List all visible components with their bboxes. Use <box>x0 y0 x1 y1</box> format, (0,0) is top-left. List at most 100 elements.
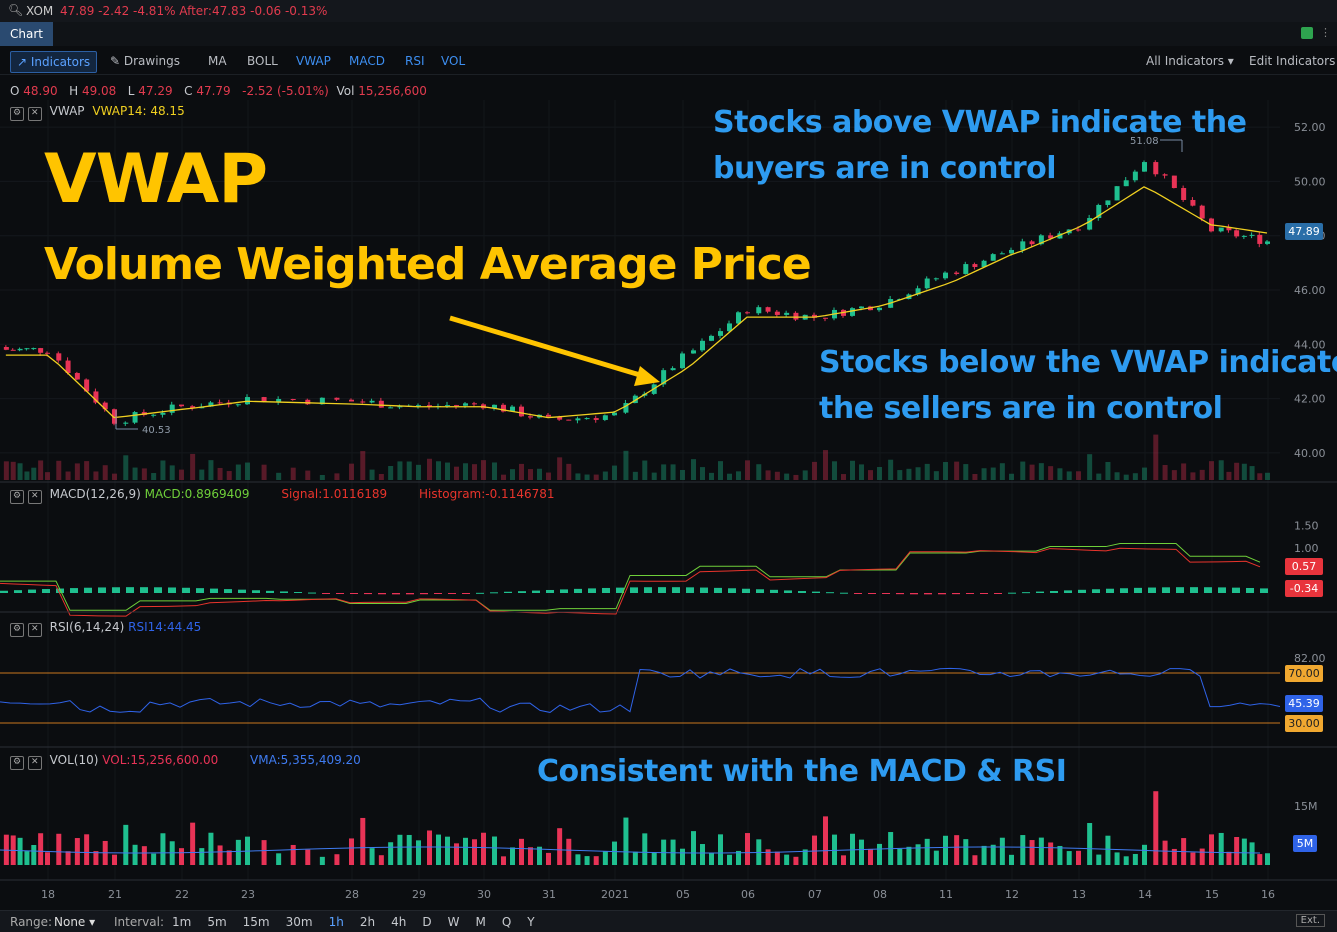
volume-bar <box>999 837 1005 865</box>
interval-d[interactable]: D <box>422 915 432 929</box>
volume-bar <box>1038 837 1044 865</box>
candle <box>823 317 828 319</box>
settings-icon[interactable]: ⚙ <box>10 490 24 504</box>
candle <box>1218 227 1224 232</box>
volume-bar <box>1105 835 1111 865</box>
volume-bar <box>868 848 873 865</box>
all-indicators-dropdown[interactable]: All Indicators ▾ <box>1146 54 1234 68</box>
settings-icon[interactable]: ⚙ <box>10 623 24 637</box>
drawings-label: Drawings <box>123 54 181 68</box>
settings-icon[interactable]: ⚙ <box>10 756 24 770</box>
candle <box>1096 204 1102 219</box>
toolbar-ma[interactable]: MA <box>208 54 227 68</box>
macd-histogram-bar <box>1218 587 1226 593</box>
candle <box>784 312 790 315</box>
price-volume-bar <box>774 471 780 480</box>
price-volume-bar <box>1020 461 1026 480</box>
macd-histogram-bar <box>994 593 1002 594</box>
price-volume-bar <box>812 461 817 480</box>
macd-histogram-bar <box>70 588 78 593</box>
annotation-below: Stocks below the VWAP indicate the selle… <box>819 340 1337 432</box>
price-volume-bar <box>736 471 741 480</box>
close-icon[interactable]: ✕ <box>27 107 42 121</box>
toolbar-rsi[interactable]: RSI <box>405 54 425 68</box>
interval-y[interactable]: Y <box>527 915 535 929</box>
high-label: H <box>69 84 79 98</box>
annotation-above: Stocks above VWAP indicate the buyers ar… <box>713 100 1247 192</box>
macd-histogram-bar <box>924 593 932 595</box>
macd-histogram-bar <box>56 588 64 593</box>
volume-bar <box>841 855 846 865</box>
interval-m[interactable]: M <box>475 915 486 929</box>
candle <box>1153 162 1159 175</box>
volume-bar <box>1265 853 1270 865</box>
price-volume-bar <box>179 469 184 480</box>
volume-bar <box>276 853 282 865</box>
window-menu-icon[interactable]: ⋮ <box>1320 26 1331 39</box>
volume-bar <box>454 843 459 865</box>
interval-15m[interactable]: 15m <box>242 915 270 929</box>
interval-5m[interactable]: 5m <box>207 915 227 929</box>
close-icon[interactable]: ✕ <box>27 490 42 504</box>
price-volume-bar <box>160 460 166 480</box>
drawings-button[interactable]: ✎ Drawings <box>110 54 181 68</box>
toolbar-vol[interactable]: VOL <box>441 54 466 68</box>
ext-button[interactable]: Ext. <box>1295 914 1325 927</box>
price-volume-bar <box>1209 461 1214 480</box>
search-icon[interactable]: 🔍︎ <box>8 3 24 17</box>
candle <box>557 416 563 420</box>
volume-bar <box>1114 852 1120 865</box>
range-dropdown[interactable]: None ▾ <box>54 915 96 929</box>
x-tick-label: 11 <box>939 888 953 901</box>
volume-bar <box>427 830 432 865</box>
interval-1h[interactable]: 1h <box>328 915 344 929</box>
vwap-label: VWAP <box>49 104 85 118</box>
candle <box>334 397 340 400</box>
interval-2h[interactable]: 2h <box>359 915 376 929</box>
volume-bar <box>38 833 44 865</box>
volume-bar <box>463 837 468 865</box>
volume-bar <box>924 838 930 865</box>
tab-chart[interactable]: Chart <box>0 22 53 46</box>
price-volume-bar <box>933 471 939 480</box>
macd-histogram-bar <box>112 587 120 593</box>
volume-bar <box>528 847 533 865</box>
interval-4h[interactable]: 4h <box>391 915 407 929</box>
close-icon[interactable]: ✕ <box>27 756 42 770</box>
interval-q[interactable]: Q <box>501 915 512 929</box>
price-volume-bar <box>1162 465 1168 480</box>
price-volume-bar <box>593 474 599 480</box>
volume-bar <box>235 839 241 865</box>
macd-histogram-bar <box>966 593 974 594</box>
interval-30m[interactable]: 30m <box>285 915 313 929</box>
macd-histogram-bar <box>168 587 176 593</box>
candle <box>718 331 723 336</box>
vma-value: VMA:5,355,409.20 <box>250 753 361 767</box>
indicators-button[interactable]: ↗ Indicators <box>10 51 98 73</box>
toolbar-macd[interactable]: MACD <box>349 54 385 68</box>
settings-icon[interactable]: ⚙ <box>10 107 24 121</box>
price-volume-bar <box>319 474 325 480</box>
interval-1m[interactable]: 1m <box>172 915 192 929</box>
macd-histogram-bar <box>1232 587 1240 593</box>
interval-w[interactable]: W <box>447 915 460 929</box>
price-volume-bar <box>850 460 855 480</box>
candle <box>519 406 524 417</box>
link-icon[interactable] <box>1301 27 1313 39</box>
toolbar-boll[interactable]: BOLL <box>247 54 278 68</box>
price-volume-bar <box>141 468 147 480</box>
edit-indicators-button[interactable]: Edit Indicators <box>1249 54 1336 68</box>
x-tick-label: 21 <box>108 888 122 901</box>
x-tick-label: 15 <box>1205 888 1219 901</box>
symbol-label[interactable]: XOM <box>26 4 54 18</box>
candle <box>1162 174 1168 176</box>
toolbar-vwap[interactable]: VWAP <box>296 54 331 68</box>
volume-bar <box>784 854 790 865</box>
candle <box>208 402 214 407</box>
close-icon[interactable]: ✕ <box>27 623 42 637</box>
price-volume-bar <box>1076 471 1081 480</box>
vol-value: VOL:15,256,600.00 <box>102 753 219 767</box>
macd-histogram-bar <box>588 588 596 593</box>
price-volume-bar <box>943 462 948 480</box>
